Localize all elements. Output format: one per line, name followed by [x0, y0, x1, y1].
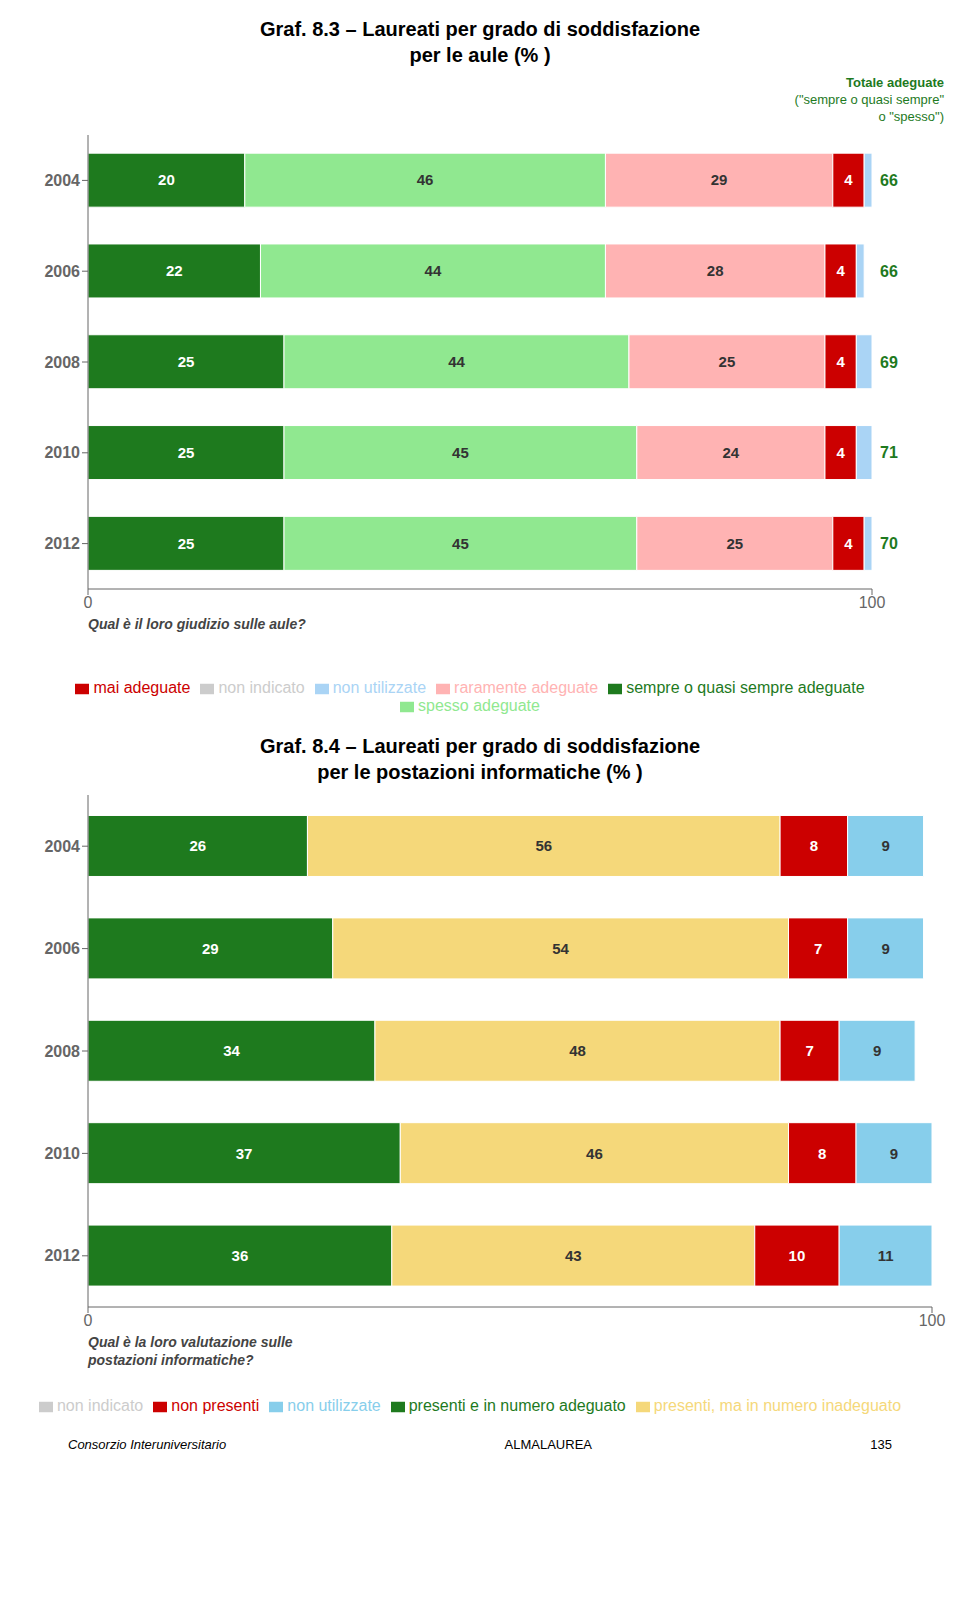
svg-text:45: 45: [452, 444, 469, 461]
svg-text:2010: 2010: [44, 1145, 80, 1162]
svg-text:56: 56: [535, 837, 552, 854]
svg-text:Qual è la loro valutazione sul: Qual è la loro valutazione sullepostazio…: [87, 1334, 293, 1368]
svg-text:25: 25: [726, 535, 743, 552]
svg-text:7: 7: [814, 940, 822, 957]
svg-text:7: 7: [805, 1042, 813, 1059]
html-text:Graf. 8.4 – Laureati per grado: Graf. 8.4 – Laureati per grado di soddis…: [259, 735, 700, 757]
svg-text:2004: 2004: [44, 838, 80, 855]
svg-text:9: 9: [881, 940, 889, 957]
html-text:non utilizzate: non utilizzate: [332, 679, 427, 696]
svg-text:9: 9: [873, 1042, 881, 1059]
html-text:per le aule (% ): per le aule (% ): [409, 44, 551, 66]
svg-text:34: 34: [223, 1042, 240, 1059]
svg-text:24: 24: [723, 444, 740, 461]
svg-text:69: 69: [880, 354, 898, 371]
svg-text:2004: 2004: [44, 172, 80, 189]
svg-text:2006: 2006: [44, 940, 80, 957]
svg-text:66: 66: [880, 172, 898, 189]
svg-text:48: 48: [569, 1042, 586, 1059]
svg-text:46: 46: [417, 171, 434, 188]
svg-text:2008: 2008: [44, 1043, 80, 1060]
svg-text:25: 25: [178, 535, 195, 552]
html-text:Graf. 8.3 – Laureati per grado: Graf. 8.3 – Laureati per grado di soddis…: [259, 18, 700, 40]
svg-text:4: 4: [844, 535, 853, 552]
svg-text:71: 71: [880, 444, 898, 461]
svg-text:0: 0: [84, 594, 93, 611]
html-text:non indicato: non indicato: [218, 679, 305, 696]
svg-text:28: 28: [707, 262, 724, 279]
html-text:mai adeguate: mai adeguate: [93, 679, 191, 696]
svg-text:25: 25: [178, 353, 195, 370]
svg-text:20: 20: [158, 171, 175, 188]
html-text:o "spesso"): o "spesso"): [878, 109, 944, 124]
svg-text:44: 44: [448, 353, 465, 370]
svg-text:22: 22: [166, 262, 183, 279]
svg-text:100: 100: [919, 1312, 946, 1329]
svg-text:4: 4: [836, 262, 845, 279]
svg-text:2012: 2012: [44, 535, 80, 552]
html-text:non presenti: non presenti: [171, 1397, 260, 1414]
html-text:presenti, ma in numero inadegu: presenti, ma in numero inadeguato: [653, 1397, 901, 1414]
svg-text:4: 4: [844, 171, 853, 188]
svg-text:11: 11: [878, 1247, 894, 1264]
html-text:raramente adeguate: raramente adeguate: [454, 679, 599, 696]
svg-text:66: 66: [880, 263, 898, 280]
html-text:("sempre o quasi sempre": ("sempre o quasi sempre": [794, 92, 944, 107]
svg-text:26: 26: [189, 837, 206, 854]
svg-text:29: 29: [202, 940, 219, 957]
html-text:per le postazioni informatiche: per le postazioni informatiche (% ): [317, 761, 643, 783]
html-text:Totale adeguate: Totale adeguate: [846, 75, 944, 90]
svg-text:8: 8: [818, 1145, 826, 1162]
svg-text:54: 54: [552, 940, 569, 957]
svg-text:37: 37: [236, 1145, 253, 1162]
svg-text:100: 100: [859, 594, 886, 611]
svg-text:46: 46: [586, 1145, 603, 1162]
svg-text:2008: 2008: [44, 354, 80, 371]
svg-text:Qual è il loro giudizio sulle: Qual è il loro giudizio sulle aule?: [88, 616, 306, 632]
svg-text:2006: 2006: [44, 263, 80, 280]
html-text:non utilizzate: non utilizzate: [287, 1397, 381, 1414]
svg-text:4: 4: [836, 353, 845, 370]
svg-text:44: 44: [425, 262, 442, 279]
svg-text:29: 29: [711, 171, 728, 188]
svg-text:36: 36: [232, 1247, 249, 1264]
html-text:ALMALAUREA: ALMALAUREA: [504, 1437, 592, 1452]
svg-text:70: 70: [880, 535, 898, 552]
svg-text:8: 8: [810, 837, 818, 854]
svg-text:2010: 2010: [44, 444, 80, 461]
svg-text:9: 9: [881, 837, 889, 854]
svg-text:9: 9: [890, 1145, 898, 1162]
svg-text:10: 10: [789, 1247, 806, 1264]
html-text:sempre o quasi sempre adeguate: sempre o quasi sempre adeguate: [626, 679, 865, 696]
svg-text:25: 25: [719, 353, 736, 370]
svg-text:43: 43: [565, 1247, 582, 1264]
html-text:presenti e in numero adeguato: presenti e in numero adeguato: [408, 1397, 626, 1414]
html-text:non indicato: non indicato: [57, 1397, 144, 1414]
html-text:spesso adeguate: spesso adeguate: [418, 697, 540, 714]
svg-text:4: 4: [836, 444, 845, 461]
svg-text:2012: 2012: [44, 1247, 80, 1264]
html-text:Consorzio Interuniversitario: Consorzio Interuniversitario: [68, 1437, 227, 1452]
svg-text:0: 0: [84, 1312, 93, 1329]
html-text:135: 135: [870, 1437, 892, 1452]
svg-text:25: 25: [178, 444, 195, 461]
svg-text:45: 45: [452, 535, 469, 552]
